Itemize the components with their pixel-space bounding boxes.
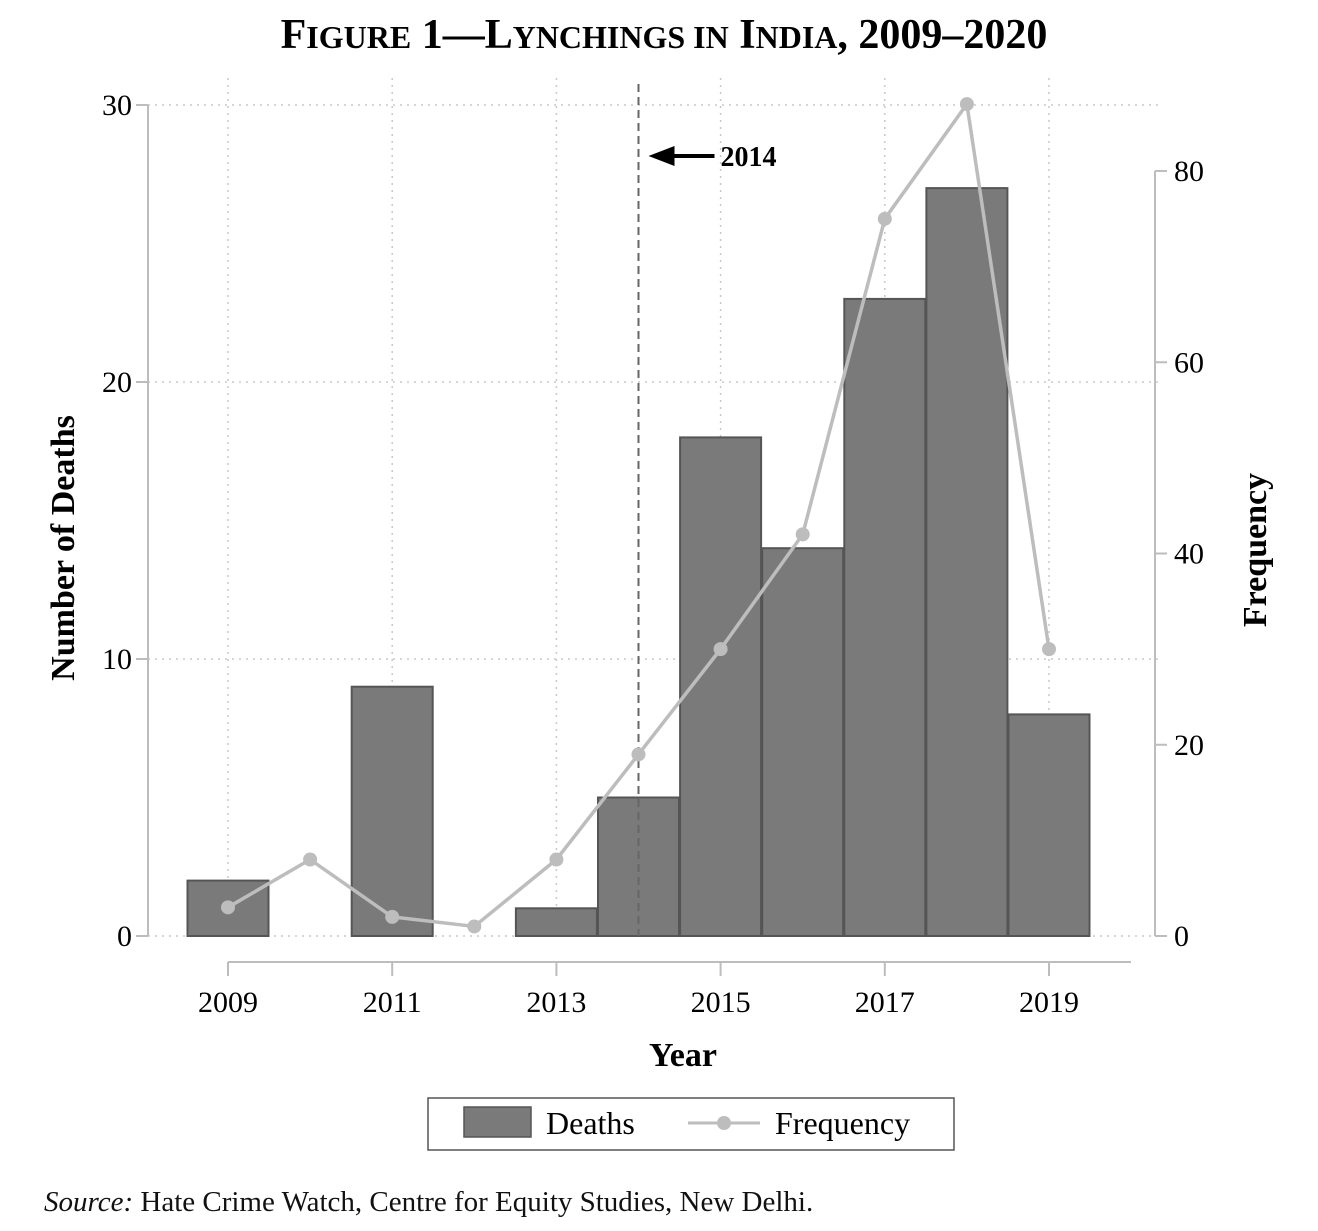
bar-2011 xyxy=(350,685,434,938)
annotation-label: 2014 xyxy=(721,142,777,173)
y2-axis-label: Frequency xyxy=(1237,473,1274,627)
annotation-arrow-head xyxy=(648,146,675,166)
title-part-3: YNCHINGS IN xyxy=(513,19,729,55)
source-text: Hate Crime Watch, Centre for Equity Stud… xyxy=(133,1186,814,1218)
bar-2019 xyxy=(1007,713,1091,938)
y-axis-left: 0 10 20 30 xyxy=(102,89,149,953)
title-part-0: F xyxy=(281,12,307,58)
y2-tick-label-20: 20 xyxy=(1174,729,1204,762)
frequency-point-2017 xyxy=(877,211,892,226)
x-tick-label-2013: 2013 xyxy=(526,986,586,1019)
frequency-point-2010 xyxy=(303,852,318,867)
x-tick-label-2015: 2015 xyxy=(691,986,751,1019)
title-part-5: NDIA xyxy=(756,19,838,55)
source-prefix: Source: xyxy=(44,1186,134,1218)
title-part-1: IGURE xyxy=(306,19,411,55)
legend-label-frequency: Frequency xyxy=(775,1105,910,1141)
deaths-bars xyxy=(186,187,1091,938)
frequency-point-2012 xyxy=(467,919,482,934)
y2-tick-label-80: 80 xyxy=(1174,155,1204,188)
bar-2013 xyxy=(514,907,598,937)
legend: Deaths Frequency xyxy=(427,1097,955,1151)
annotation-2014: 2014 xyxy=(637,84,777,936)
frequency-point-2018 xyxy=(959,97,974,112)
title-part-2: 1—L xyxy=(411,12,513,58)
source-note: Source: Hate Crime Watch, Centre for Equ… xyxy=(44,1186,813,1219)
legend-swatch-frequency-marker xyxy=(717,1116,731,1130)
x-axis-label: Year xyxy=(649,1037,717,1074)
bar-2015 xyxy=(679,436,763,937)
y-tick-label-0: 0 xyxy=(117,920,132,953)
chart: FIGURE 1—LYNCHINGS IN INDIA, 2009–2020 2… xyxy=(45,12,1274,1151)
y-axis-right: 0 20 40 60 80 xyxy=(1154,155,1204,953)
frequency-point-2015 xyxy=(713,642,728,657)
frequency-point-2016 xyxy=(795,527,810,542)
title-part-6: , 2009–2020 xyxy=(837,12,1047,58)
y2-tick-label-0: 0 xyxy=(1174,920,1189,953)
x-axis: 2009 2011 2013 2015 2017 2019 xyxy=(198,961,1131,1019)
frequency-point-2009 xyxy=(221,900,235,915)
frequency-point-2014 xyxy=(631,747,646,762)
frequency-point-2019 xyxy=(1042,642,1056,657)
x-tick-label-2009: 2009 xyxy=(198,986,258,1019)
bar-2017 xyxy=(843,297,927,937)
legend-label-deaths: Deaths xyxy=(546,1105,635,1141)
y-axis-label: Number of Deaths xyxy=(45,415,82,681)
y2-tick-label-40: 40 xyxy=(1174,538,1204,571)
frequency-point-2013 xyxy=(549,852,564,867)
frequency-point-2011 xyxy=(385,909,400,924)
legend-swatch-deaths xyxy=(463,1106,532,1138)
x-tick-label-2011: 2011 xyxy=(363,986,422,1019)
bar-2018 xyxy=(925,187,1009,938)
y-tick-label-20: 20 xyxy=(102,366,132,399)
chart-title: FIGURE 1—LYNCHINGS IN INDIA, 2009–2020 xyxy=(281,12,1048,58)
title-part-4: I xyxy=(729,12,756,58)
y2-tick-label-60: 60 xyxy=(1174,346,1204,379)
y-tick-label-30: 30 xyxy=(102,89,132,122)
x-tick-label-2017: 2017 xyxy=(855,986,915,1019)
y-tick-label-10: 10 xyxy=(102,643,132,676)
frequency-line xyxy=(221,97,1056,934)
x-tick-label-2019: 2019 xyxy=(1019,986,1079,1019)
bar-2016 xyxy=(761,547,845,937)
